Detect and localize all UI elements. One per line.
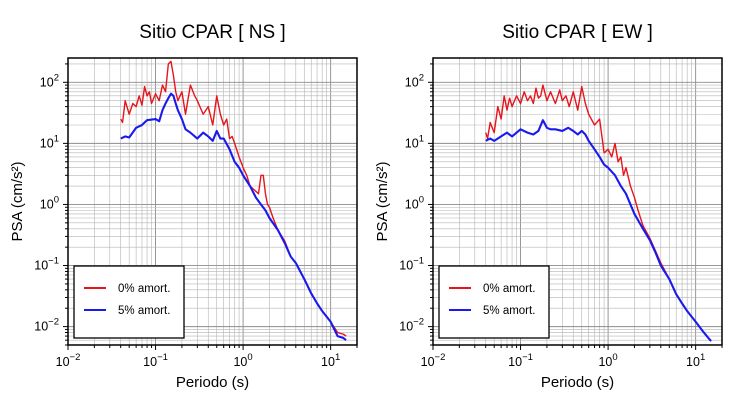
chart-ns: 10−2 10−1 100 101 10−2 10−1 100 101 102 Sitio CPA… xyxy=(9,22,358,391)
plot-frame xyxy=(432,57,723,346)
legend: 0% amort. 5% amort. xyxy=(73,265,185,339)
chart-ew: 10−2 10−1 100 101 10−2 10−1 100 101 102 Sitio CPA… xyxy=(374,22,723,391)
x-tick-label: 10−2 xyxy=(56,352,81,369)
y-tick-label: 10−1 xyxy=(34,256,59,273)
x-tick-label: 101 xyxy=(321,352,340,369)
x-tick-label: 101 xyxy=(686,352,705,369)
y-tick-label: 102 xyxy=(405,72,424,89)
y-tick-label: 102 xyxy=(40,72,59,89)
y-axis-label: PSA (cm/s²) xyxy=(374,161,391,241)
y-tick-label: 101 xyxy=(405,133,424,150)
y-tick-label: 100 xyxy=(405,194,424,211)
x-axis-label: Periodo (s) xyxy=(541,374,614,391)
legend-label: 5% amort. xyxy=(118,305,170,317)
legend-label: 5% amort. xyxy=(483,305,535,317)
x-tick-label: 10−2 xyxy=(421,352,446,369)
legend: 0% amort. 5% amort. xyxy=(438,265,550,339)
legend-box xyxy=(73,265,185,339)
chart-title: Sitio CPAR [ EW ] xyxy=(502,22,653,43)
x-tick-label: 100 xyxy=(598,352,617,369)
x-tick-label: 10−1 xyxy=(143,352,168,369)
y-tick-label: 101 xyxy=(40,133,59,150)
series-line-amort-5 xyxy=(120,92,347,341)
plot-frame xyxy=(67,57,358,346)
y-tick-label: 10−1 xyxy=(399,256,424,273)
series-line-amort-5 xyxy=(485,119,712,342)
y-tick-label: 10−2 xyxy=(399,317,424,334)
legend-label: 0% amort. xyxy=(118,283,170,295)
y-tick-label: 100 xyxy=(40,194,59,211)
chart-title: Sitio CPAR [ NS ] xyxy=(139,22,285,43)
x-axis-label: Periodo (s) xyxy=(176,374,249,391)
y-axis-label: PSA (cm/s²) xyxy=(9,161,26,241)
x-tick-label: 10−1 xyxy=(508,352,533,369)
grid xyxy=(67,58,358,346)
x-tick-label: 100 xyxy=(233,352,252,369)
legend-label: 0% amort. xyxy=(483,283,535,295)
legend-box xyxy=(438,265,550,339)
y-tick-label: 10−2 xyxy=(34,317,59,334)
